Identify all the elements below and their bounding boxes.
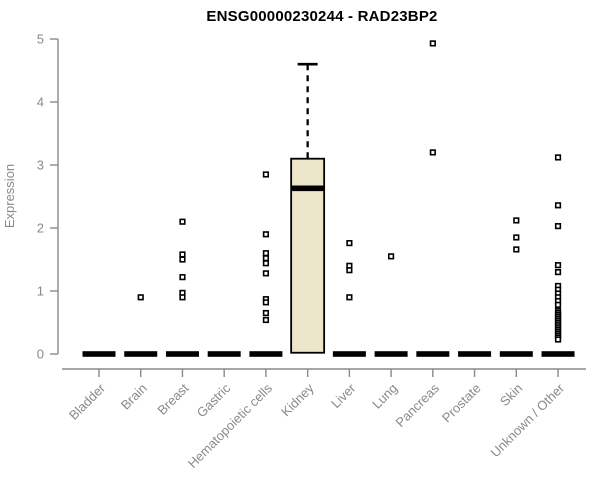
zero-median-bar	[124, 351, 158, 357]
outlier-point	[513, 246, 520, 253]
outlier-point	[429, 40, 436, 47]
zero-median-bar	[374, 351, 408, 357]
outlier-point	[554, 301, 562, 308]
outlier-point	[179, 218, 186, 225]
category-label: Breast	[154, 380, 191, 417]
category-label: Unknown / Other	[488, 380, 568, 460]
y-tick-label: 4	[37, 95, 44, 110]
outlier-point	[554, 268, 562, 276]
zero-median-bar	[165, 351, 199, 357]
category-label: Prostate	[439, 381, 484, 426]
category-label: Gastric	[194, 380, 234, 420]
category-label: Brain	[118, 381, 150, 413]
outlier-point	[262, 299, 270, 306]
outlier-point	[179, 251, 186, 258]
outlier-point	[262, 231, 270, 238]
outlier-point	[346, 294, 353, 301]
category-label: Bladder	[66, 380, 109, 423]
y-tick-label: 0	[37, 347, 44, 362]
outlier-point	[388, 253, 395, 260]
outlier-point	[262, 171, 270, 178]
y-tick-label: 3	[37, 158, 44, 173]
zero-median-bar	[332, 351, 366, 357]
category-label: Lung	[369, 381, 400, 412]
zero-median-bar	[541, 351, 575, 357]
chart-title: ENSG00000230244 - RAD23BP2	[206, 8, 438, 25]
outlier-point	[346, 267, 353, 274]
outlier-point	[262, 255, 270, 262]
y-tick-label: 5	[37, 32, 44, 47]
zero-median-bar	[416, 351, 450, 357]
category-label: Pancreas	[393, 380, 443, 430]
zero-median-bar	[499, 351, 533, 357]
outlier-point	[554, 154, 562, 161]
outlier-point	[262, 316, 270, 324]
median-line	[291, 185, 325, 192]
y-tick-label: 2	[37, 221, 44, 236]
outlier-point	[554, 202, 562, 209]
outlier-point	[179, 274, 186, 281]
y-tick-label: 1	[37, 284, 44, 299]
category-label: Kidney	[278, 380, 317, 419]
outlier-point	[179, 256, 186, 263]
outlier-point	[554, 262, 562, 269]
category-label: Liver	[328, 380, 359, 411]
outlier-point	[513, 234, 520, 241]
outlier-point	[179, 294, 186, 301]
zero-median-bar	[82, 351, 116, 357]
outlier-point	[346, 240, 353, 247]
outlier-point	[554, 223, 562, 230]
outlier-point	[137, 294, 144, 301]
zero-median-bar	[458, 351, 492, 357]
outlier-point	[513, 217, 520, 224]
outlier-point	[429, 149, 436, 156]
outlier-point	[554, 336, 562, 343]
outlier-point	[262, 250, 270, 257]
outlier-point	[262, 260, 270, 267]
category-label: Skin	[497, 381, 525, 409]
zero-median-bar	[249, 351, 283, 357]
outlier-point	[262, 270, 270, 277]
zero-median-bar	[207, 351, 241, 357]
outlier-point	[262, 309, 270, 317]
